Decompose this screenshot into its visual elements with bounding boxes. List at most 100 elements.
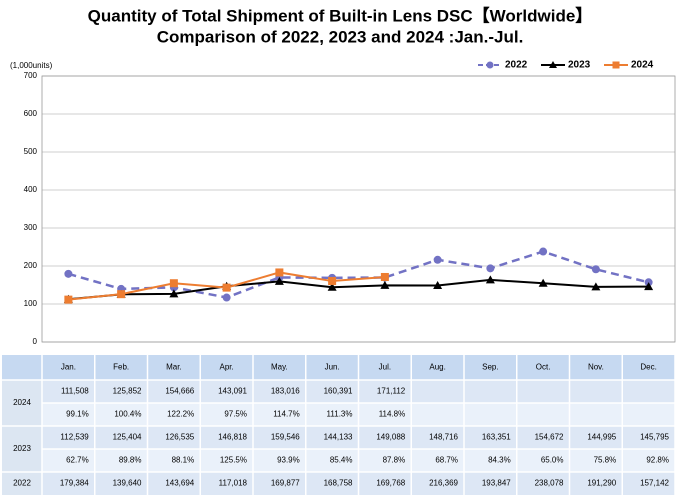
point bbox=[328, 277, 337, 286]
table-value: 145,795 bbox=[640, 433, 669, 442]
year-cell bbox=[2, 472, 42, 495]
point bbox=[486, 264, 495, 273]
point bbox=[591, 282, 601, 291]
column-header: Nov. bbox=[588, 363, 604, 372]
table-value: 183,016 bbox=[271, 387, 300, 396]
table-yoy: 125.5% bbox=[220, 456, 247, 465]
table-value: 160,391 bbox=[324, 387, 353, 396]
point bbox=[64, 295, 73, 304]
point bbox=[117, 290, 126, 299]
point bbox=[222, 293, 231, 302]
legend-label: 2024 bbox=[631, 60, 654, 71]
point bbox=[538, 278, 548, 287]
table-value: 216,369 bbox=[429, 479, 458, 488]
table-yoy: 111.3% bbox=[327, 410, 353, 419]
legend-marker bbox=[612, 61, 620, 69]
table-value: 125,404 bbox=[113, 433, 142, 442]
table-value: 169,877 bbox=[271, 479, 300, 488]
column-header: Feb. bbox=[113, 363, 129, 372]
table-yoy: 68.7% bbox=[435, 456, 458, 465]
point bbox=[169, 279, 178, 288]
column-header: Jan. bbox=[61, 363, 76, 372]
row-header: 2022 bbox=[13, 479, 31, 488]
point bbox=[275, 268, 284, 277]
chart-title: Quantity of Total Shipment of Built-in L… bbox=[88, 5, 593, 25]
point bbox=[222, 283, 231, 292]
table-yoy: 97.5% bbox=[224, 410, 247, 419]
table-yoy: 89.8% bbox=[119, 456, 142, 465]
point bbox=[169, 289, 179, 298]
table-value: 146,818 bbox=[218, 433, 247, 442]
year-cell bbox=[2, 380, 42, 426]
table-yoy: 87.8% bbox=[383, 456, 406, 465]
table-value: 144,133 bbox=[324, 433, 353, 442]
table-value: 154,666 bbox=[165, 387, 194, 396]
column-header: Oct. bbox=[536, 363, 551, 372]
plot-frame bbox=[41, 75, 676, 343]
legend-label: 2023 bbox=[568, 60, 591, 71]
column-header: Apr. bbox=[220, 363, 234, 372]
y-tick-label: 500 bbox=[24, 147, 38, 156]
y-tick-label: 100 bbox=[24, 299, 38, 308]
column-header: Aug. bbox=[429, 363, 445, 372]
table-value: 159,546 bbox=[271, 433, 300, 442]
table-yoy: 85.4% bbox=[330, 456, 353, 465]
point bbox=[539, 247, 548, 256]
table-yoy: 75.8% bbox=[594, 456, 617, 465]
table-value: 111,508 bbox=[61, 387, 89, 396]
y-tick-label: 400 bbox=[24, 185, 38, 194]
legend-label: 2022 bbox=[505, 60, 528, 71]
point bbox=[485, 275, 495, 284]
row-header: 2024 bbox=[13, 398, 31, 407]
column-header: Mar. bbox=[166, 363, 182, 372]
table-yoy: 84.3% bbox=[488, 456, 511, 465]
table-value: 169,768 bbox=[376, 479, 405, 488]
table-value: 238,078 bbox=[535, 479, 564, 488]
table-value: 154,672 bbox=[535, 433, 564, 442]
table-yoy: 65.0% bbox=[541, 456, 564, 465]
point bbox=[64, 269, 73, 278]
table-yoy: 99.1% bbox=[66, 410, 89, 419]
table-yoy: 114.8% bbox=[379, 410, 406, 419]
table-value: 179,384 bbox=[60, 479, 89, 488]
point bbox=[380, 280, 390, 289]
table-value: 125,852 bbox=[113, 387, 142, 396]
legend-marker bbox=[486, 61, 494, 69]
point bbox=[433, 280, 443, 289]
point bbox=[644, 282, 654, 291]
table-value: 143,694 bbox=[165, 479, 194, 488]
table-value: 191,290 bbox=[587, 479, 616, 488]
y-tick-label: 700 bbox=[24, 71, 38, 80]
year-cell bbox=[2, 426, 42, 472]
table-value: 157,142 bbox=[640, 479, 669, 488]
table-yoy: 88.1% bbox=[172, 456, 195, 465]
point bbox=[591, 265, 600, 274]
point bbox=[327, 282, 337, 291]
column-header: Jun. bbox=[325, 363, 340, 372]
point bbox=[380, 272, 389, 281]
column-header: Dec. bbox=[640, 363, 656, 372]
table-value: 117,018 bbox=[219, 479, 248, 488]
table-value: 168,758 bbox=[324, 479, 353, 488]
y-tick-label: 0 bbox=[33, 337, 38, 346]
table-value: 144,995 bbox=[587, 433, 616, 442]
y-axis-label: (1,000units) bbox=[10, 61, 53, 70]
table-value: 139,640 bbox=[113, 479, 142, 488]
chart-subtitle: Comparison of 2022, 2023 and 2024 :Jan.-… bbox=[157, 27, 524, 46]
table-header bbox=[2, 355, 675, 380]
table-value: 163,351 bbox=[482, 433, 511, 442]
table-value: 171,112 bbox=[377, 387, 406, 396]
series-line bbox=[68, 278, 649, 301]
table-yoy: 92.8% bbox=[646, 456, 669, 465]
table-value: 193,847 bbox=[482, 479, 511, 488]
row-header: 2023 bbox=[13, 444, 31, 453]
y-tick-label: 300 bbox=[24, 223, 38, 232]
table-yoy: 62.7% bbox=[66, 456, 89, 465]
table-yoy: 114.7% bbox=[273, 410, 300, 419]
y-tick-label: 200 bbox=[24, 261, 38, 270]
table-yoy: 100.4% bbox=[114, 410, 141, 419]
column-header: Jul. bbox=[379, 363, 391, 372]
table-value: 143,091 bbox=[218, 387, 247, 396]
table-value: 126,535 bbox=[165, 433, 194, 442]
